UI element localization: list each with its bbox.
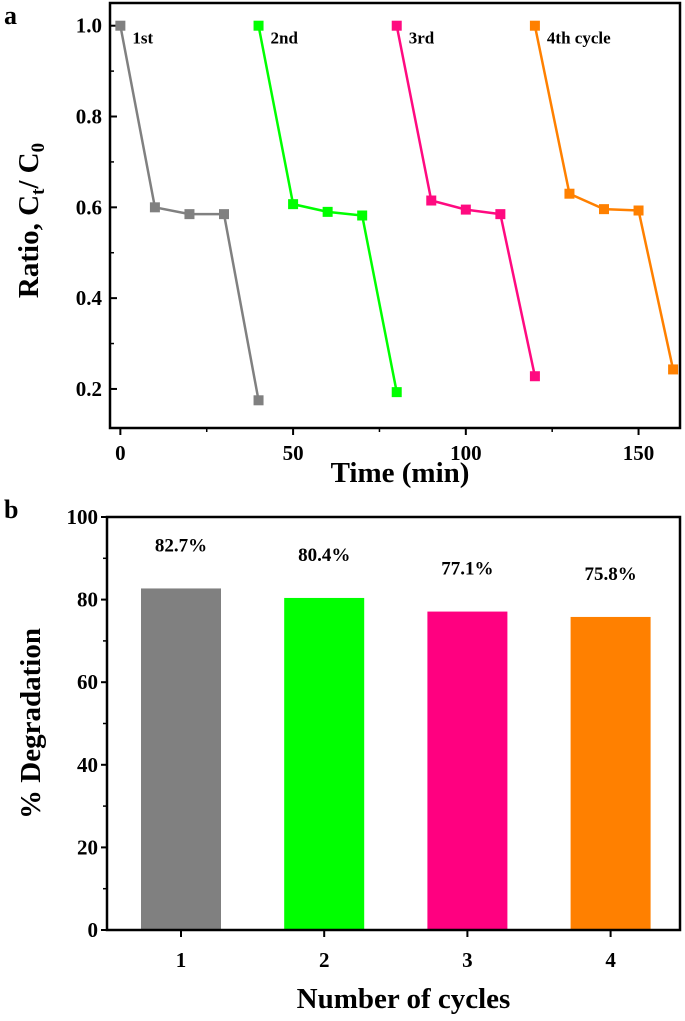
y-label-sub: t	[28, 188, 49, 195]
y-tick-label-b: 100	[67, 505, 99, 529]
bar-data-label: 80.4%	[298, 545, 350, 566]
y-label-mid: / C	[13, 152, 45, 189]
bar-data-label: 82.7%	[155, 535, 207, 556]
series-label: 2nd	[271, 29, 299, 48]
data-point	[149, 202, 160, 213]
bar	[570, 616, 651, 930]
bar-data-label: 75.8%	[584, 564, 636, 585]
series-label: 3rd	[409, 29, 435, 48]
series-2	[253, 20, 402, 398]
y-tick-label-a: 0.2	[76, 377, 102, 401]
x-tick-label-a: 0	[115, 441, 126, 465]
y-tick-label-a: 1.0	[76, 14, 102, 38]
x-tick-label-b: 2	[319, 948, 330, 972]
data-point	[564, 188, 575, 199]
x-tick-label-b: 3	[462, 948, 473, 972]
data-point	[668, 364, 679, 375]
data-point	[115, 20, 126, 31]
y-axis-label-b: % Degradation	[15, 628, 47, 819]
data-point	[599, 204, 609, 215]
panel-label-a: a	[4, 1, 17, 30]
data-point	[184, 209, 195, 220]
y-tick-label-b: 0	[88, 918, 99, 942]
data-point	[529, 20, 540, 31]
y-tick-label-a: 0.4	[76, 286, 103, 310]
series-4	[529, 20, 679, 375]
bar	[427, 611, 508, 930]
data-point	[253, 395, 264, 406]
y-tick-label-a: 0.8	[76, 105, 102, 129]
series-1	[115, 20, 264, 406]
y-tick-label-b: 40	[77, 753, 98, 777]
x-tick-label-a: 100	[450, 441, 482, 465]
series-line	[533, 25, 675, 370]
data-point	[253, 20, 264, 31]
x-axis-label-b: Number of cycles	[297, 983, 511, 1015]
data-point	[495, 209, 506, 220]
y-axis-label-a: Ratio, Ct/ C0	[13, 143, 49, 298]
y-label-main: Ratio, C	[13, 195, 45, 298]
data-point	[322, 206, 333, 217]
series-label: 4th cycle	[547, 29, 611, 48]
panel-label-b: b	[4, 495, 18, 524]
series-line	[395, 25, 537, 377]
plot-frame-a	[108, 1, 682, 430]
data-point	[529, 371, 540, 382]
data-point	[391, 387, 402, 398]
data-point	[633, 205, 644, 216]
data-point	[288, 199, 299, 210]
x-tick-label-a: 150	[623, 441, 655, 465]
x-tick-label-a: 50	[283, 441, 304, 465]
y-tick-label-b: 80	[77, 588, 98, 612]
x-axis-label-a: Time (min)	[331, 457, 470, 489]
y-tick-label-b: 60	[77, 670, 98, 694]
y-tick-label-b: 20	[77, 835, 98, 859]
bar-data-label: 77.1%	[441, 559, 493, 580]
bar	[141, 588, 221, 930]
y-label-sub: 0	[28, 143, 49, 153]
series-3	[391, 20, 540, 382]
data-point	[391, 20, 402, 31]
bar	[284, 597, 365, 930]
y-tick-label-a: 0.6	[76, 195, 102, 219]
data-point	[357, 210, 368, 221]
x-tick-label-b: 4	[605, 948, 616, 972]
data-point	[219, 209, 229, 220]
data-point	[460, 204, 471, 215]
x-tick-label-b: 1	[176, 948, 187, 972]
data-point	[426, 195, 437, 206]
series-label: 1st	[132, 29, 153, 48]
